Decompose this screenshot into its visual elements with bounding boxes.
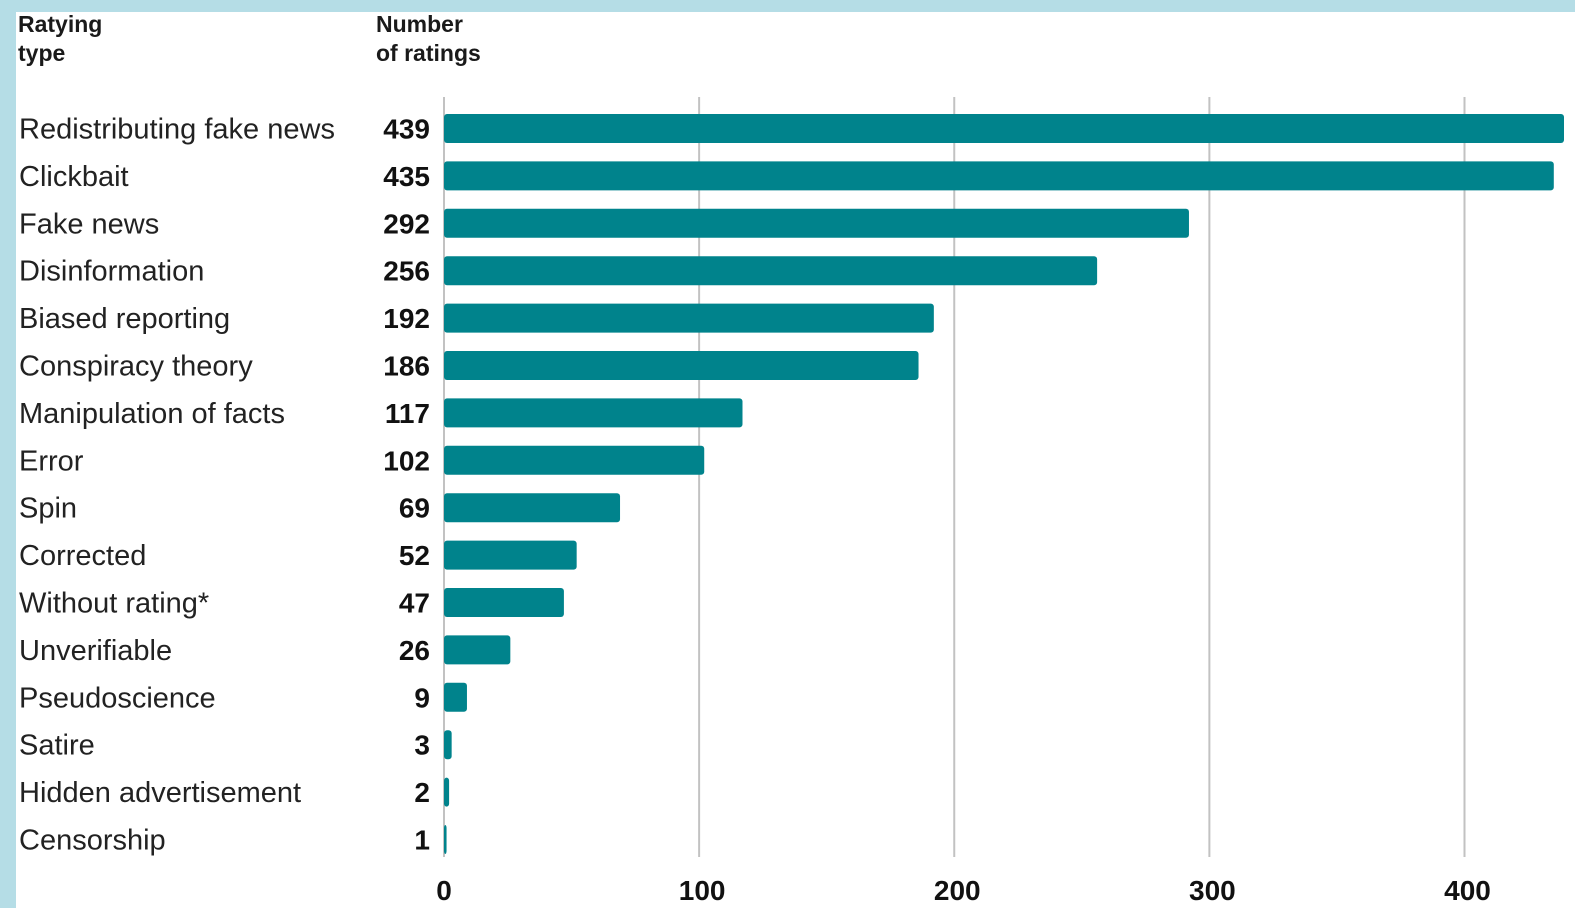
- chart-panel: Ratying type Number of ratings 0 100 200 30…: [16, 10, 1575, 908]
- bar: [444, 777, 450, 807]
- value-label: 192: [383, 303, 430, 334]
- bar: [444, 682, 467, 712]
- category-label: Spin: [19, 493, 77, 525]
- bar: [444, 256, 1098, 286]
- category-label: Pseudoscience: [19, 682, 216, 714]
- category-label: Redistributing fake news: [19, 114, 335, 146]
- bar: [444, 303, 934, 333]
- value-label: 292: [383, 208, 430, 239]
- bar: [444, 161, 1554, 191]
- value-label: 256: [383, 256, 430, 287]
- x-tick-label: 0: [436, 875, 452, 906]
- bar: [444, 730, 452, 760]
- value-label: 69: [399, 493, 430, 524]
- category-label: Satire: [19, 730, 95, 762]
- category-label: Corrected: [19, 540, 146, 572]
- value-label: 47: [399, 588, 430, 619]
- category-column-header: Ratying type: [18, 10, 102, 68]
- bar: [444, 540, 577, 570]
- category-label: Conspiracy theory: [19, 351, 253, 383]
- x-tick-label: 400: [1444, 875, 1491, 906]
- bar: [444, 493, 621, 523]
- value-label: 117: [385, 398, 430, 429]
- value-label: 2: [414, 777, 430, 808]
- category-label: Hidden advertisement: [19, 777, 301, 809]
- bar: [444, 208, 1189, 238]
- category-label: Clickbait: [19, 161, 129, 193]
- bar: [444, 351, 919, 380]
- category-label: Unverifiable: [19, 635, 172, 667]
- value-label: 26: [399, 635, 430, 666]
- category-label: Manipulation of facts: [19, 398, 285, 430]
- x-tick-label: 200: [934, 875, 981, 906]
- value-label: 435: [383, 161, 430, 192]
- value-label: 102: [383, 445, 430, 476]
- bar: [444, 398, 743, 428]
- category-header-line-1: Ratying: [18, 11, 103, 37]
- bar: [444, 635, 511, 665]
- category-header-line-2: type: [18, 40, 66, 66]
- bar-chart: 0 100 200 300 400 Redistributing fake news 439…: [19, 97, 1564, 906]
- x-tick-label: 300: [1189, 875, 1236, 906]
- value-label: 3: [414, 730, 430, 761]
- category-label: Fake news: [19, 208, 159, 240]
- value-label: 1: [414, 825, 430, 856]
- value-label: 186: [383, 351, 430, 382]
- x-tick-label: 100: [679, 875, 726, 906]
- bar: [444, 588, 564, 617]
- category-label: Disinformation: [19, 256, 204, 288]
- value-label: 52: [399, 540, 430, 571]
- category-label: Without rating*: [19, 588, 209, 620]
- value-header-line-1: Number: [376, 11, 463, 37]
- value-label: 9: [414, 682, 430, 713]
- category-label: Censorship: [19, 825, 166, 857]
- category-label: Biased reporting: [19, 303, 230, 335]
- value-label: 439: [383, 114, 430, 145]
- bar: [444, 825, 447, 854]
- bar: [444, 114, 1564, 143]
- value-header-line-2: of ratings: [376, 40, 481, 66]
- bar: [444, 445, 705, 475]
- category-label: Error: [19, 445, 84, 477]
- value-column-header: Number of ratings: [376, 10, 481, 68]
